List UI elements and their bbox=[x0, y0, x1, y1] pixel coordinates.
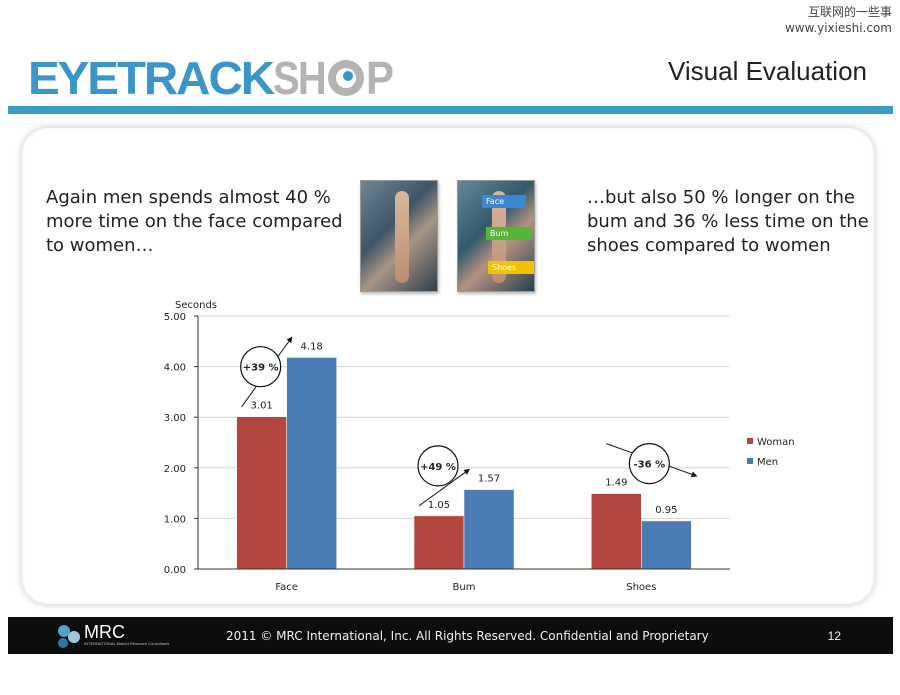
logo-word-eyetrack: EYETRACK bbox=[28, 52, 275, 100]
text-right: …but also 50 % longer on the bum and 36 … bbox=[587, 187, 869, 256]
data-label: 3.01 bbox=[251, 401, 273, 412]
bar-woman-face bbox=[236, 416, 287, 570]
page-number: 12 bbox=[827, 629, 841, 643]
legend-swatch-woman bbox=[747, 438, 753, 444]
chart-bars bbox=[236, 357, 692, 570]
annotation-arrow-bum bbox=[418, 468, 470, 507]
data-label: 1.57 bbox=[478, 474, 500, 485]
slide-title: Visual Evaluation bbox=[668, 56, 867, 86]
y-axis-label: Seconds bbox=[175, 300, 217, 311]
bar-men-shoes bbox=[641, 520, 692, 570]
data-label: 1.05 bbox=[428, 500, 450, 511]
header-divider bbox=[8, 106, 893, 114]
heatmap-label-shoes: Shoes bbox=[488, 261, 534, 274]
annotation-label-face: +39 % bbox=[243, 363, 279, 374]
annotation-badge-bum bbox=[417, 445, 459, 487]
bar-woman-bum bbox=[413, 515, 465, 570]
data-label: 1.49 bbox=[605, 478, 627, 489]
x-tick-label: Shoes bbox=[626, 582, 656, 593]
legend-label-woman: Woman bbox=[757, 437, 795, 448]
footer-copyright: 2011 © MRC International, Inc. All Right… bbox=[226, 629, 709, 643]
annotation-badge-shoes bbox=[628, 443, 670, 485]
watermark: 互联网的一些事 www.yixieshi.com bbox=[785, 4, 892, 36]
heatmap-label-bum: Bum bbox=[486, 227, 532, 240]
text-left: Again men spends almost 40 % more time o… bbox=[46, 187, 343, 256]
y-tick-label: 1.00 bbox=[164, 514, 186, 525]
annotation-label-shoes: -36 % bbox=[634, 460, 666, 471]
bar-men-bum bbox=[463, 489, 515, 570]
logo-word-p: P bbox=[366, 52, 394, 100]
annotation-badge-face bbox=[240, 346, 282, 388]
y-tick-label: 5.00 bbox=[164, 312, 186, 323]
mrc-logo: MRC INTERNATIONAL Market Research Consul… bbox=[54, 622, 169, 650]
model-photo-heatmap: Face Bum Shoes bbox=[457, 180, 535, 292]
mrc-logo-subtext: INTERNATIONAL Market Research Consultant… bbox=[84, 641, 170, 646]
legend-label-men: Men bbox=[757, 457, 778, 468]
model-figure bbox=[395, 191, 409, 283]
chart-legend: Woman Men bbox=[747, 437, 795, 468]
logo-word-sh: SH bbox=[273, 52, 325, 100]
data-label: 4.18 bbox=[301, 341, 323, 352]
watermark-line-2: www.yixieshi.com bbox=[784, 21, 892, 35]
y-tick-label: 3.00 bbox=[164, 413, 186, 424]
eyetrackshop-logo: EYETRACK SH P bbox=[28, 52, 394, 100]
chart-annotations: +39 % +49 % -36 % bbox=[240, 336, 698, 507]
x-tick-label: Face bbox=[275, 582, 298, 593]
annotation-label-bum: +49 % bbox=[420, 462, 456, 473]
mrc-bubbles-icon bbox=[58, 625, 80, 648]
y-tick-label: 2.00 bbox=[164, 464, 186, 475]
watermark-line-1: 互联网的一些事 bbox=[807, 5, 892, 19]
chart-axes bbox=[194, 315, 730, 570]
heatmap-label-face: Face bbox=[482, 195, 526, 208]
y-tick-label: 0.00 bbox=[164, 565, 186, 576]
legend-swatch-men bbox=[747, 458, 753, 464]
model-photo bbox=[360, 180, 438, 292]
mrc-logo-text: MRC bbox=[84, 622, 125, 642]
logo-o-eye-icon bbox=[328, 60, 364, 96]
footer: MRC INTERNATIONAL Market Research Consul… bbox=[8, 617, 893, 654]
bar-woman-shoes bbox=[591, 493, 642, 570]
data-label: 0.95 bbox=[655, 505, 677, 516]
x-tick-label: Bum bbox=[453, 582, 476, 593]
y-tick-label: 4.00 bbox=[164, 363, 186, 374]
bar-men-face bbox=[286, 357, 337, 570]
